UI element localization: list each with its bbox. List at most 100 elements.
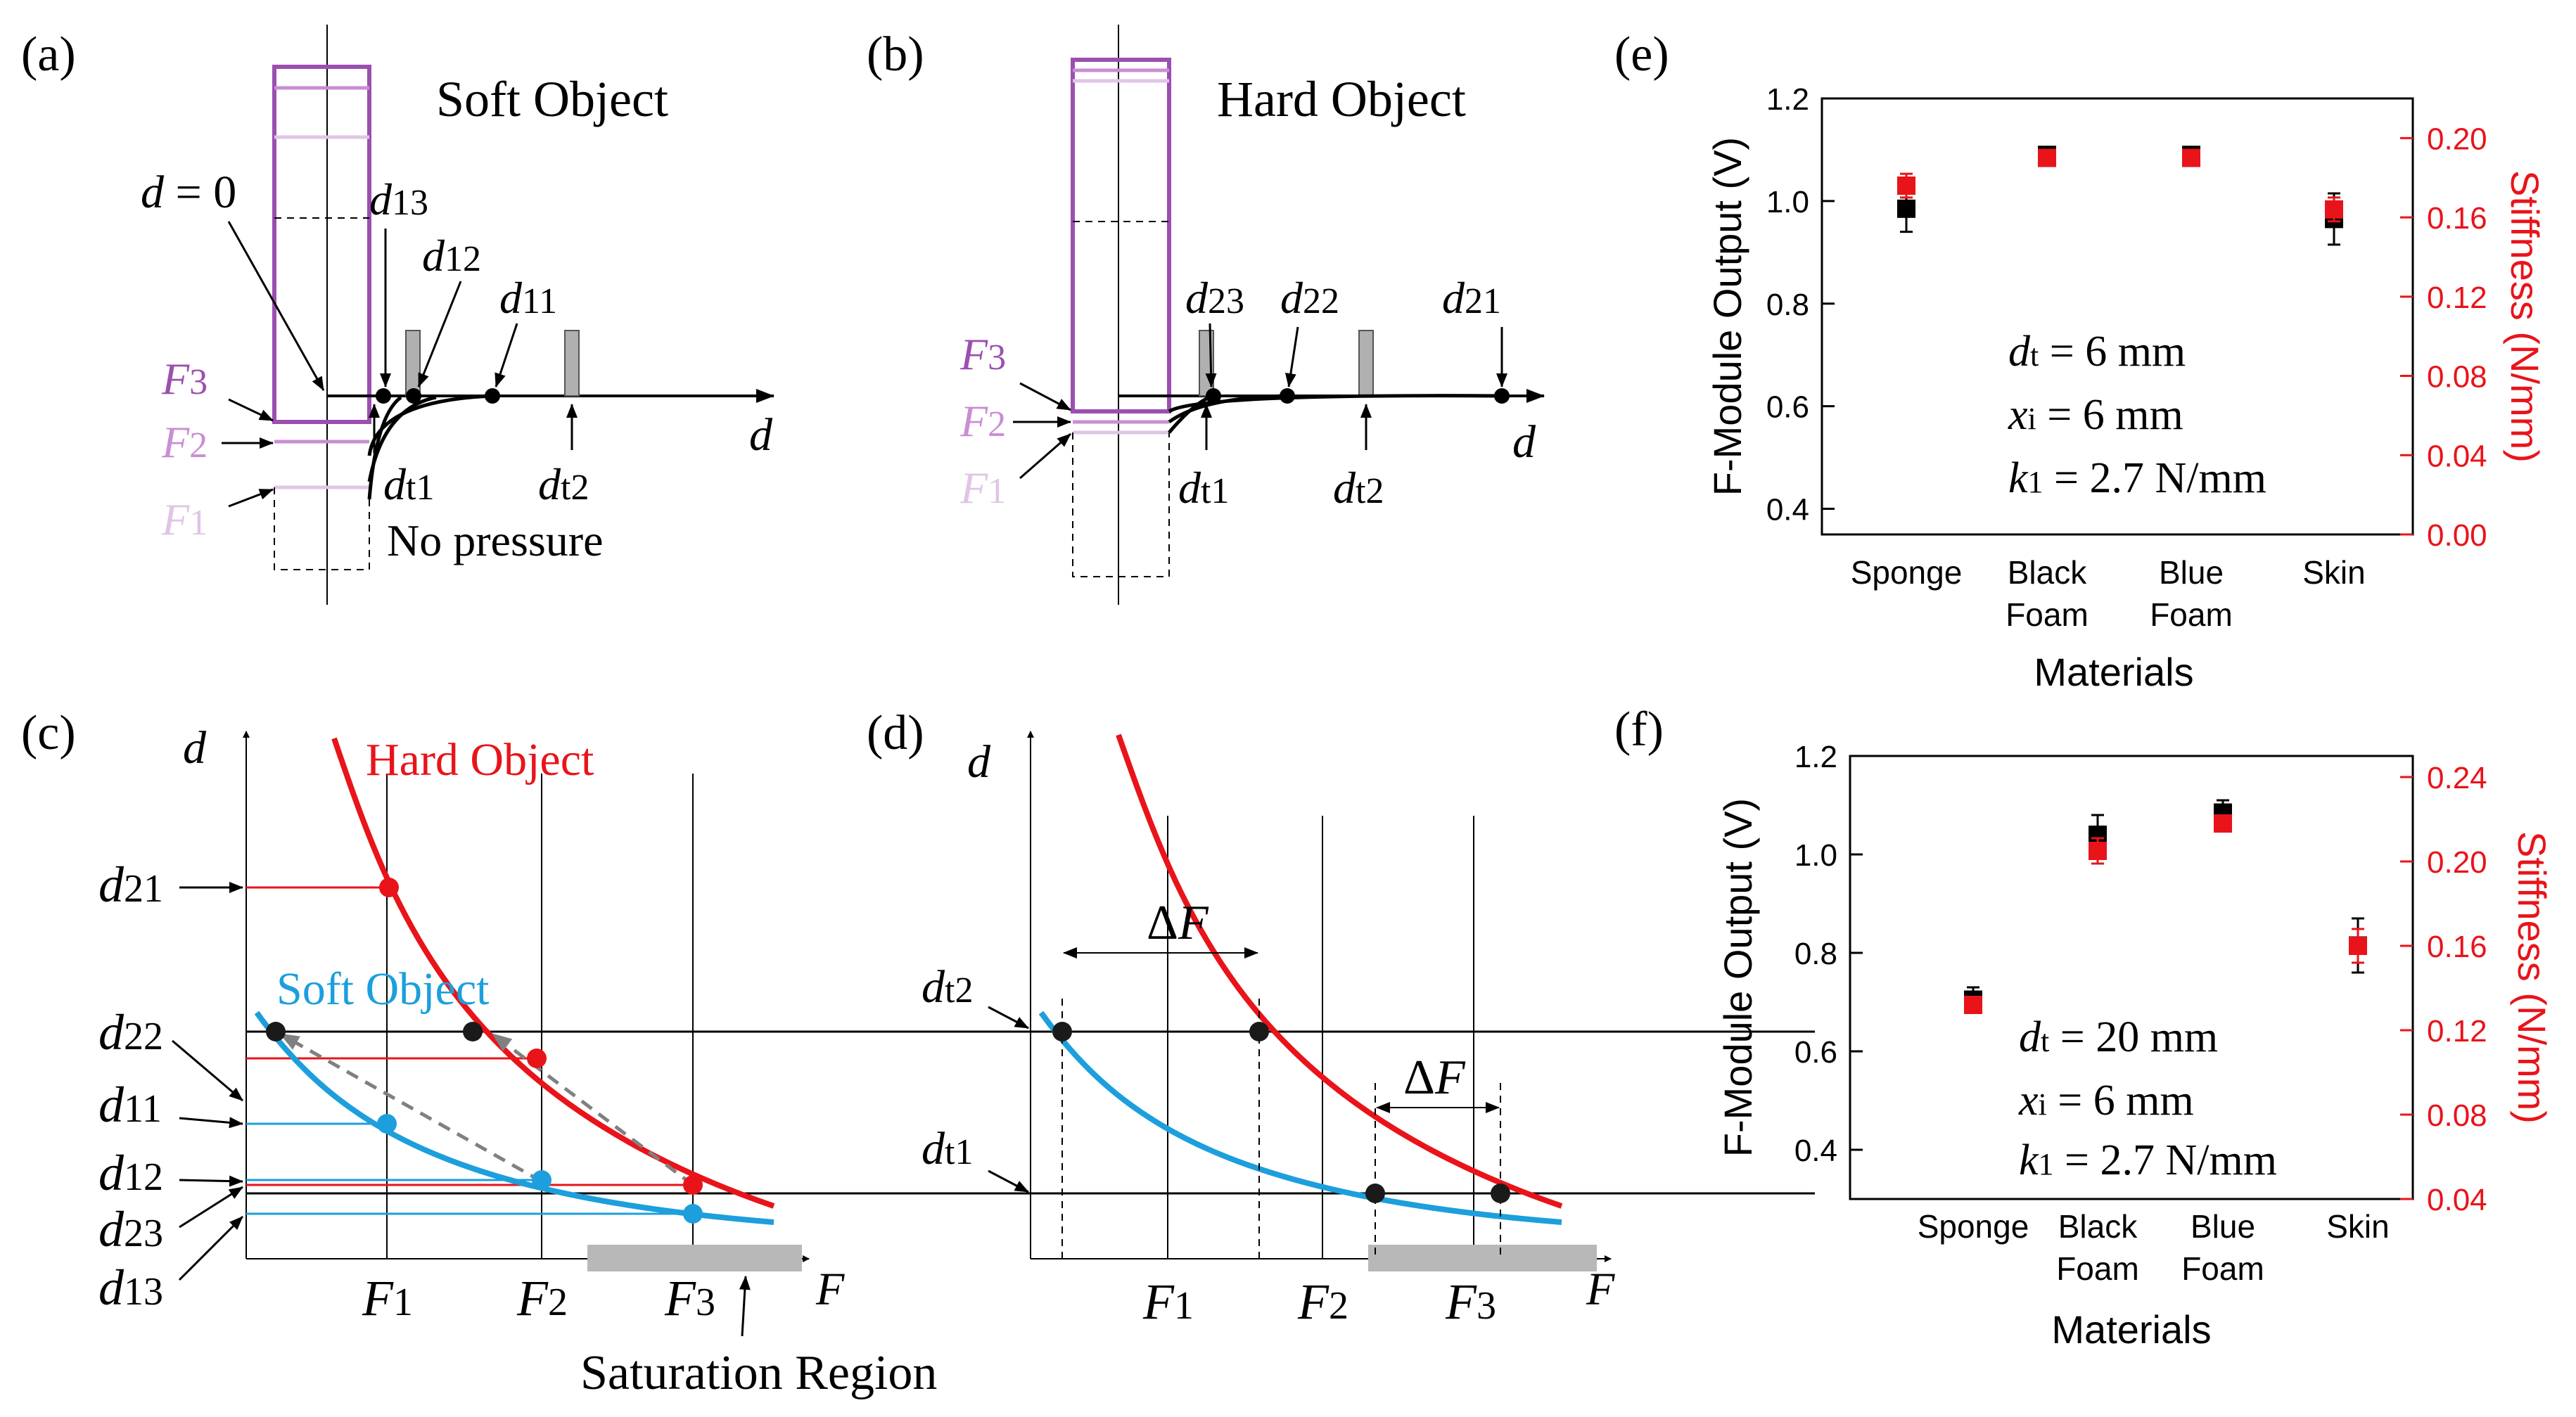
b-point-d22 — [1280, 388, 1295, 404]
f-param-line: k1 = 2.7 N/mm — [2019, 1136, 2277, 1184]
c-arrow-d12 — [179, 1175, 243, 1187]
d-point-hard-dt1 — [1491, 1184, 1510, 1203]
b-d22: d22 — [1280, 273, 1339, 323]
a-f3-arrow — [228, 398, 274, 422]
e-x-categories: Sponge Black Foam Blue Foam Skin — [1851, 554, 2366, 633]
e-left-ticks: 0.4 0.6 0.8 1.0 1.2 — [1766, 82, 1835, 527]
e-param-symbol: k — [2008, 454, 2029, 502]
f-param-sub: i — [2039, 1087, 2047, 1122]
c-hard-label: Hard Object — [366, 734, 594, 786]
e-right-tick-label: 0.20 — [2427, 122, 2487, 156]
e-left-tick-label: 1.2 — [1766, 82, 1809, 117]
c-tick-f2: F2 — [516, 1270, 568, 1326]
e-x-category-label: Foam — [2150, 596, 2233, 633]
c-label-d22: d22 — [98, 1004, 163, 1060]
c-point-soft-dt2 — [266, 1022, 286, 1041]
f-left-ticks: 0.4 0.6 0.8 1.0 1.2 — [1794, 740, 1863, 1168]
f-x-category-label: Foam — [2056, 1250, 2139, 1287]
panel-e-label: (e) — [1614, 27, 1669, 82]
d-arrow-dt2 — [988, 1006, 1029, 1030]
f-ylabel-right: Stiffness (N/mm) — [2510, 831, 2554, 1124]
f-left-tick-label: 0.8 — [1794, 937, 1837, 971]
e-param-value: = 2.7 N/mm — [2043, 454, 2266, 502]
b-dash-box — [1072, 432, 1170, 577]
panel-c-label: (c) — [21, 706, 76, 760]
f-x-categories: Sponge Black Foam Blue Foam Skin — [1918, 1208, 2390, 1287]
a-d12-arrow — [417, 281, 462, 387]
c-saturation-arrow — [739, 1276, 751, 1337]
e-param-sub: t — [2030, 338, 2039, 373]
c-point-d13 — [683, 1204, 703, 1224]
f-stiffness-point — [1964, 996, 1982, 1014]
d-hard-curve — [1116, 733, 1563, 1209]
e-x-category-label: Foam — [2006, 596, 2089, 633]
e-data-marks — [1897, 146, 2343, 246]
b-d23: d23 — [1185, 273, 1244, 323]
b-f2: F2 — [959, 396, 1006, 446]
a-d12: d12 — [422, 231, 481, 281]
c-arrow-d23 — [179, 1186, 243, 1229]
e-right-tick-label: 0.04 — [2427, 439, 2487, 473]
e-param-symbol: d — [2008, 328, 2031, 376]
c-soft-label: Soft Object — [276, 963, 489, 1015]
f-x-category-label: Foam — [2181, 1250, 2264, 1287]
a-d11: d11 — [499, 273, 557, 323]
e-x-category-label: Blue — [2159, 554, 2224, 591]
d-deltaf-2: ΔF — [1403, 1051, 1466, 1105]
c-arrow-d11 — [179, 1117, 243, 1129]
f-left-tick-label: 1.2 — [1794, 740, 1837, 774]
e-param-symbol: x — [2008, 391, 2028, 439]
e-param-value: = 6 mm — [2036, 391, 2183, 439]
panel-b-title: Hard Object — [1217, 71, 1466, 127]
f-param-line: xi = 6 mm — [2018, 1077, 2194, 1124]
f-xlabel: Materials — [2051, 1307, 2211, 1352]
c-label-d21: d21 — [98, 857, 163, 913]
e-x-category-label: Black — [2008, 554, 2087, 591]
b-f3-arrow — [1019, 382, 1071, 411]
c-soft-curve — [254, 1011, 774, 1225]
e-left-tick-label: 0.6 — [1766, 390, 1809, 425]
a-d-zero: d = 0 — [141, 167, 236, 218]
panel-f-chart: (f) 0.4 0.6 0.8 1.0 1.2 0.04 0.08 0.12 0.16 0.20… — [1614, 703, 2554, 1352]
d-axis-d: d — [967, 736, 991, 788]
a-d-zero-arrow — [227, 221, 325, 391]
e-param-line: xi = 6 mm — [2008, 391, 2183, 439]
a-point-d12 — [406, 388, 421, 404]
e-right-tick-label: 0.00 — [2427, 518, 2487, 553]
a-indenter-f3 — [272, 65, 371, 424]
f-x-category-label: Black — [2058, 1208, 2138, 1245]
f-right-tick-label: 0.20 — [2427, 845, 2487, 880]
d-arrow-dt1 — [988, 1169, 1029, 1193]
f-param-value: = 2.7 N/mm — [2054, 1136, 2277, 1184]
d-saturation-bar — [1368, 1245, 1597, 1271]
f-left-tick-label: 1.0 — [1794, 838, 1837, 873]
b-f3: F3 — [959, 329, 1006, 379]
e-stiffness-point — [2038, 148, 2056, 167]
a-f3: F3 — [161, 354, 208, 404]
e-x-category-label: Skin — [2302, 554, 2365, 591]
f-param-sub: 1 — [2039, 1147, 2054, 1181]
c-axis-d: d — [183, 722, 207, 774]
a-f1-arrow — [228, 488, 274, 508]
f-plot-frame — [1849, 755, 2414, 1200]
e-ylabel-right: Stiffness (N/mm) — [2503, 170, 2547, 463]
a-f1: F1 — [161, 494, 208, 544]
f-right-tick-label: 0.12 — [2427, 1014, 2487, 1049]
panel-d: (d) d F ΔF ΔF dt2 dt1 F1 F2 F3 — [867, 706, 1615, 1330]
a-dash-box — [274, 487, 370, 570]
a-deform-f1 — [367, 395, 402, 500]
a-deform-f3 — [367, 394, 493, 456]
panel-d-label: (d) — [867, 706, 924, 760]
f-right-tick-label: 0.24 — [2427, 761, 2487, 795]
f-right-tick-label: 0.08 — [2427, 1098, 2487, 1133]
c-tick-f1: F1 — [362, 1270, 413, 1326]
f-param-symbol: x — [2018, 1077, 2039, 1124]
c-point-d12 — [532, 1170, 551, 1190]
f-x-category-label: Blue — [2191, 1208, 2255, 1245]
e-left-tick-label: 0.8 — [1766, 288, 1809, 322]
c-dash-arrow-soft — [279, 1032, 543, 1184]
d-point-soft-dt1 — [1365, 1184, 1385, 1203]
a-dt2: dt2 — [538, 459, 589, 509]
b-dt1: dt1 — [1178, 463, 1229, 513]
panel-c: (c) d F Hard Object Soft Object d21 d22 — [21, 706, 1815, 1400]
